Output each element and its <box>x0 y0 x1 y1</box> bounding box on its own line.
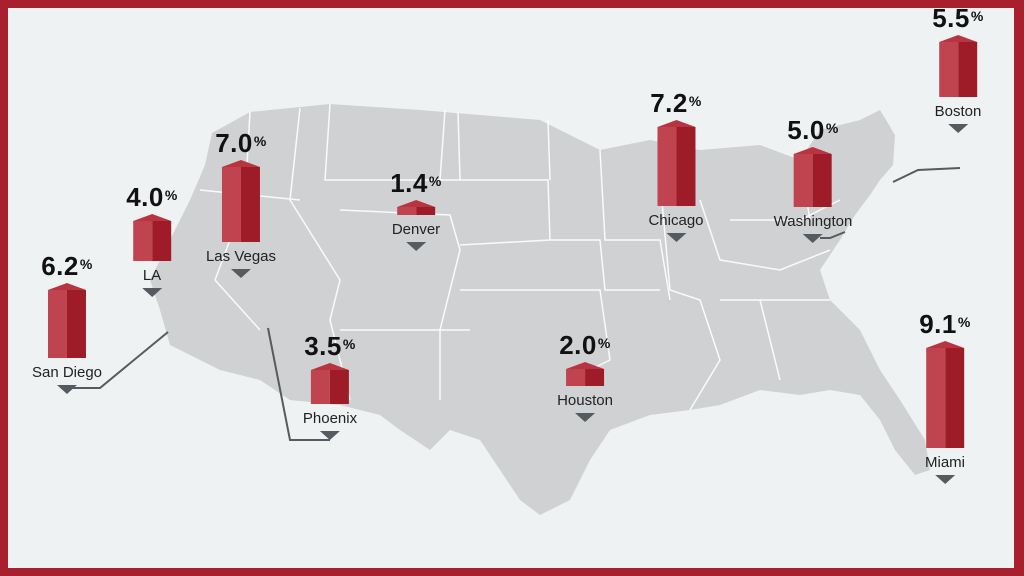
bar <box>794 147 832 207</box>
city-label: Las Vegas <box>205 248 277 265</box>
pin-icon <box>320 431 340 440</box>
value-label: 1.4% <box>390 168 442 198</box>
city-label: Boston <box>934 103 982 120</box>
bar <box>566 362 604 386</box>
city-label: Denver <box>391 221 441 238</box>
city-label: San Diego <box>31 364 103 381</box>
city-label: LA <box>142 267 162 284</box>
value-label: 5.0% <box>787 115 839 145</box>
bar <box>396 200 435 215</box>
city-label: Houston <box>557 392 613 409</box>
value-label: 3.5% <box>304 331 356 361</box>
leader-san-diego <box>66 331 169 389</box>
pin-icon <box>947 124 968 133</box>
value-label: 7.0% <box>215 128 267 158</box>
bar <box>925 341 964 448</box>
map-frame: 6.2% San Diego 4.0% LA 7.0% Las Vegas 1.… <box>8 8 1014 568</box>
pin-icon <box>934 475 955 484</box>
us-map <box>66 103 961 515</box>
leader-phoenix <box>267 327 330 441</box>
value-label: 4.0% <box>126 182 178 212</box>
bar <box>656 120 695 206</box>
leader-washington <box>820 231 846 239</box>
pin-icon <box>141 288 162 297</box>
marker-boston[interactable]: 5.5% Boston <box>932 8 984 133</box>
marker-san-diego[interactable]: 6.2% San Diego <box>32 253 102 394</box>
value-label: 9.1% <box>919 309 971 339</box>
city-label: Phoenix <box>302 410 358 427</box>
pin-icon <box>405 242 426 251</box>
marker-denver[interactable]: 1.4% Denver <box>390 170 442 251</box>
leader-boston <box>892 167 961 183</box>
marker-phoenix[interactable]: 3.5% Phoenix <box>303 333 357 440</box>
value-label: 2.0% <box>559 330 611 360</box>
value-label: 6.2% <box>41 251 93 281</box>
bar <box>222 160 260 242</box>
pin-icon <box>665 233 686 242</box>
marker-chicago[interactable]: 7.2% Chicago <box>648 88 704 242</box>
value-label: 7.2% <box>650 88 702 118</box>
marker-las-vegas[interactable]: 7.0% Las Vegas <box>206 130 276 278</box>
value-label: 5.5% <box>932 8 984 33</box>
marker-la[interactable]: 4.0% LA <box>126 184 178 297</box>
city-label: Washington <box>773 213 853 230</box>
city-label: Miami <box>924 454 965 471</box>
city-label: Chicago <box>648 212 704 229</box>
bar <box>132 214 171 261</box>
bar <box>938 35 977 97</box>
bar <box>48 283 86 358</box>
pin-icon <box>575 413 595 422</box>
marker-houston[interactable]: 2.0% Houston <box>557 332 613 422</box>
bar <box>311 363 349 404</box>
pin-icon <box>803 234 823 243</box>
marker-washington[interactable]: 5.0% Washington <box>773 115 853 243</box>
marker-miami[interactable]: 9.1% Miami <box>919 311 971 484</box>
pin-icon <box>231 269 251 278</box>
pin-icon <box>57 385 77 394</box>
